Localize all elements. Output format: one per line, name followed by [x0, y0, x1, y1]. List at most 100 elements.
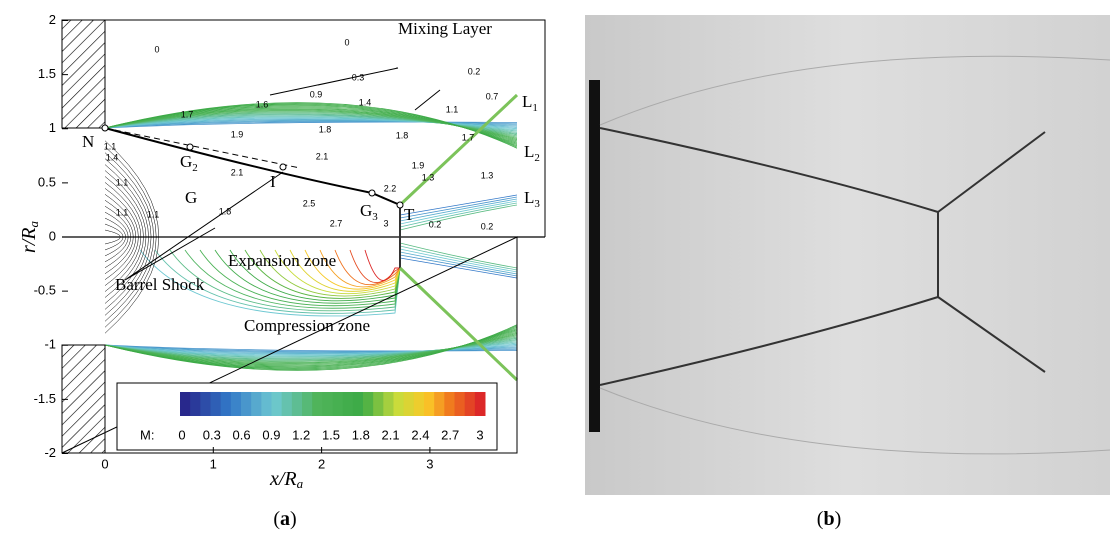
- contour-label: 1.9: [412, 160, 425, 170]
- y-tick-label: 2: [49, 12, 56, 27]
- contour-label: 0.2: [468, 66, 481, 76]
- colorbar-swatch: [312, 392, 323, 416]
- annotation: Barrel Shock: [115, 275, 205, 294]
- contour-label: 2.7: [330, 218, 343, 228]
- colorbar-tick-label: 0.6: [233, 427, 251, 442]
- colorbar-swatch: [292, 392, 303, 416]
- colorbar-swatch: [322, 392, 333, 416]
- colorbar-swatch: [424, 392, 435, 416]
- colorbar-swatch: [180, 392, 191, 416]
- annotation-sub: 3: [372, 211, 378, 223]
- contour-label: 0.7: [486, 91, 499, 101]
- annotation-text: Expansion zone: [228, 251, 336, 270]
- contour-label: 1.3: [422, 172, 435, 182]
- panel-caption: (b): [817, 508, 841, 530]
- colorbar-swatch: [434, 392, 445, 416]
- annotation-sub: 2: [192, 162, 198, 174]
- colorbar-swatch: [455, 392, 466, 416]
- annotation: L1: [522, 92, 538, 114]
- colorbar-tick-label: 3: [476, 427, 483, 442]
- colorbar-tick-label: 1.2: [292, 427, 310, 442]
- x-tick-label: 2: [318, 456, 325, 471]
- annotation-text: G: [360, 201, 372, 220]
- colorbar-swatch: [363, 392, 374, 416]
- colorbar-tick-label: 2.7: [441, 427, 459, 442]
- figure: (a) (b) x/Ra r/Ra 012321.510.50-0.5-1-1.…: [0, 0, 1112, 536]
- y-tick-label: 1.5: [38, 66, 56, 81]
- annotation-text: L: [522, 92, 532, 111]
- y-tick-label: -1.5: [34, 391, 56, 406]
- annotation: Expansion zone: [228, 251, 336, 270]
- annotation: L2: [524, 142, 540, 164]
- annotation-text: L: [524, 142, 534, 161]
- contour-label: 1.6: [256, 99, 269, 109]
- nozzle-wall: [589, 80, 600, 432]
- annotation-text: N: [82, 132, 94, 151]
- annotation-text: Mixing Layer: [398, 19, 492, 38]
- contour-label: 0: [344, 37, 349, 47]
- wall: [62, 345, 105, 453]
- annotation: G3: [360, 201, 378, 223]
- colorbar-swatch: [383, 392, 394, 416]
- colorbar: [180, 392, 486, 416]
- contour-label: 0.9: [310, 89, 323, 99]
- contour-label: 0.3: [352, 72, 365, 82]
- contour-label: 1.4: [359, 97, 372, 107]
- x-tick-label: 1: [210, 456, 217, 471]
- y-axis-label: r/Ra: [18, 220, 41, 253]
- colorbar-swatch: [302, 392, 313, 416]
- colorbar-swatch: [211, 392, 222, 416]
- x-axis-label: x/Ra: [269, 468, 304, 491]
- annotation-text: G: [180, 152, 192, 171]
- annotation: T: [404, 205, 415, 224]
- colorbar-swatch: [444, 392, 455, 416]
- contour-label: 1.8: [219, 206, 232, 216]
- contour-label: 2.2: [384, 183, 397, 193]
- annotation-text: T: [404, 205, 415, 224]
- colorbar-swatch: [414, 392, 425, 416]
- colorbar-swatch: [190, 392, 201, 416]
- annotation-text: G: [185, 188, 197, 207]
- colorbar-swatch: [333, 392, 344, 416]
- contour-label: 1.8: [319, 124, 332, 134]
- colorbar-swatch: [241, 392, 252, 416]
- contour-label: 1.1: [147, 209, 160, 219]
- annotation-sub: 1: [532, 102, 538, 114]
- contour-label: 1.4: [106, 152, 119, 162]
- contour-label: 1.8: [396, 130, 409, 140]
- annotation-sub: 3: [534, 198, 540, 210]
- colorbar-tick-label: 2.4: [411, 427, 429, 442]
- colorbar-swatch: [251, 392, 262, 416]
- colorbar-swatch: [465, 392, 476, 416]
- colorbar-swatch: [282, 392, 293, 416]
- colorbar-tick-label: 1.8: [352, 427, 370, 442]
- contour-label: 0: [154, 44, 159, 54]
- annotation: G2: [180, 152, 198, 174]
- line-l2: [105, 128, 300, 168]
- contour-label: 1.9: [231, 129, 244, 139]
- annotation: G: [185, 188, 197, 207]
- annotation: N: [82, 132, 94, 151]
- contour-line: [365, 250, 400, 280]
- x-tick-label: 0: [101, 456, 108, 471]
- panel-caption: (a): [273, 508, 296, 530]
- x-tick-label: 3: [426, 456, 433, 471]
- colorbar-tick-label: 0: [178, 427, 185, 442]
- annotation-sub: 2: [534, 152, 540, 164]
- y-tick-label: -2: [44, 445, 56, 460]
- colorbar-swatch: [404, 392, 415, 416]
- colorbar-swatch: [200, 392, 211, 416]
- annotation-text: L: [524, 188, 534, 207]
- colorbar-swatch: [272, 392, 283, 416]
- colorbar-tick-label: 0.9: [262, 427, 280, 442]
- colorbar-swatch: [221, 392, 232, 416]
- y-tick-label: -1: [44, 337, 56, 352]
- annotation-text: Compression zone: [244, 316, 370, 335]
- colorbar-swatch: [475, 392, 486, 416]
- y-tick-label: 1: [49, 120, 56, 135]
- contour-label: 1.1: [104, 141, 117, 151]
- contour-label: 2.1: [316, 151, 329, 161]
- photo: [585, 15, 1110, 495]
- colorbar-swatch: [353, 392, 364, 416]
- colorbar-tick-label: 2.1: [382, 427, 400, 442]
